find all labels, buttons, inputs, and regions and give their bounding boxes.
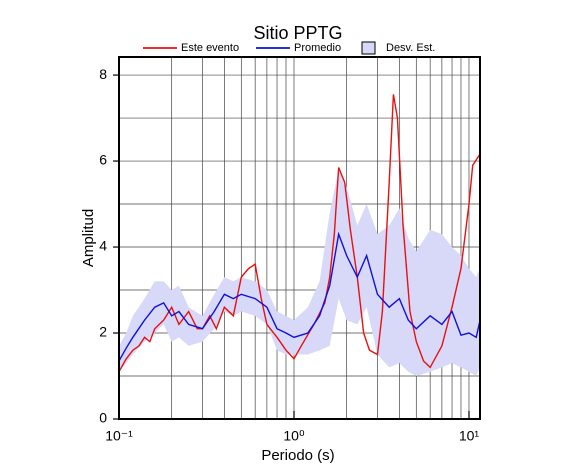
y-tick-label: 8 bbox=[99, 66, 107, 82]
chart-title: Sitio PPTG bbox=[253, 23, 342, 43]
y-tick-label: 4 bbox=[99, 238, 107, 254]
legend-swatch bbox=[361, 41, 376, 55]
x-tick-label: 10⁻¹ bbox=[105, 428, 133, 444]
y-tick-label: 6 bbox=[99, 152, 107, 168]
y-axis-label: Amplitud bbox=[80, 209, 97, 267]
series-line bbox=[118, 94, 481, 373]
y-tick-label: 2 bbox=[99, 324, 107, 340]
legend-label: Promedio bbox=[294, 42, 341, 54]
legend-label: Este evento bbox=[181, 42, 239, 54]
x-tick-label: 10⁰ bbox=[283, 428, 305, 444]
y-tick-label: 0 bbox=[99, 410, 107, 426]
series-line bbox=[118, 231, 481, 362]
plot-frame bbox=[118, 56, 481, 420]
x-axis-label: Periodo (s) bbox=[261, 447, 334, 464]
legend-label: Desv. Est. bbox=[386, 42, 435, 54]
std-band bbox=[119, 169, 480, 377]
x-tick-label: 10¹ bbox=[459, 428, 480, 444]
